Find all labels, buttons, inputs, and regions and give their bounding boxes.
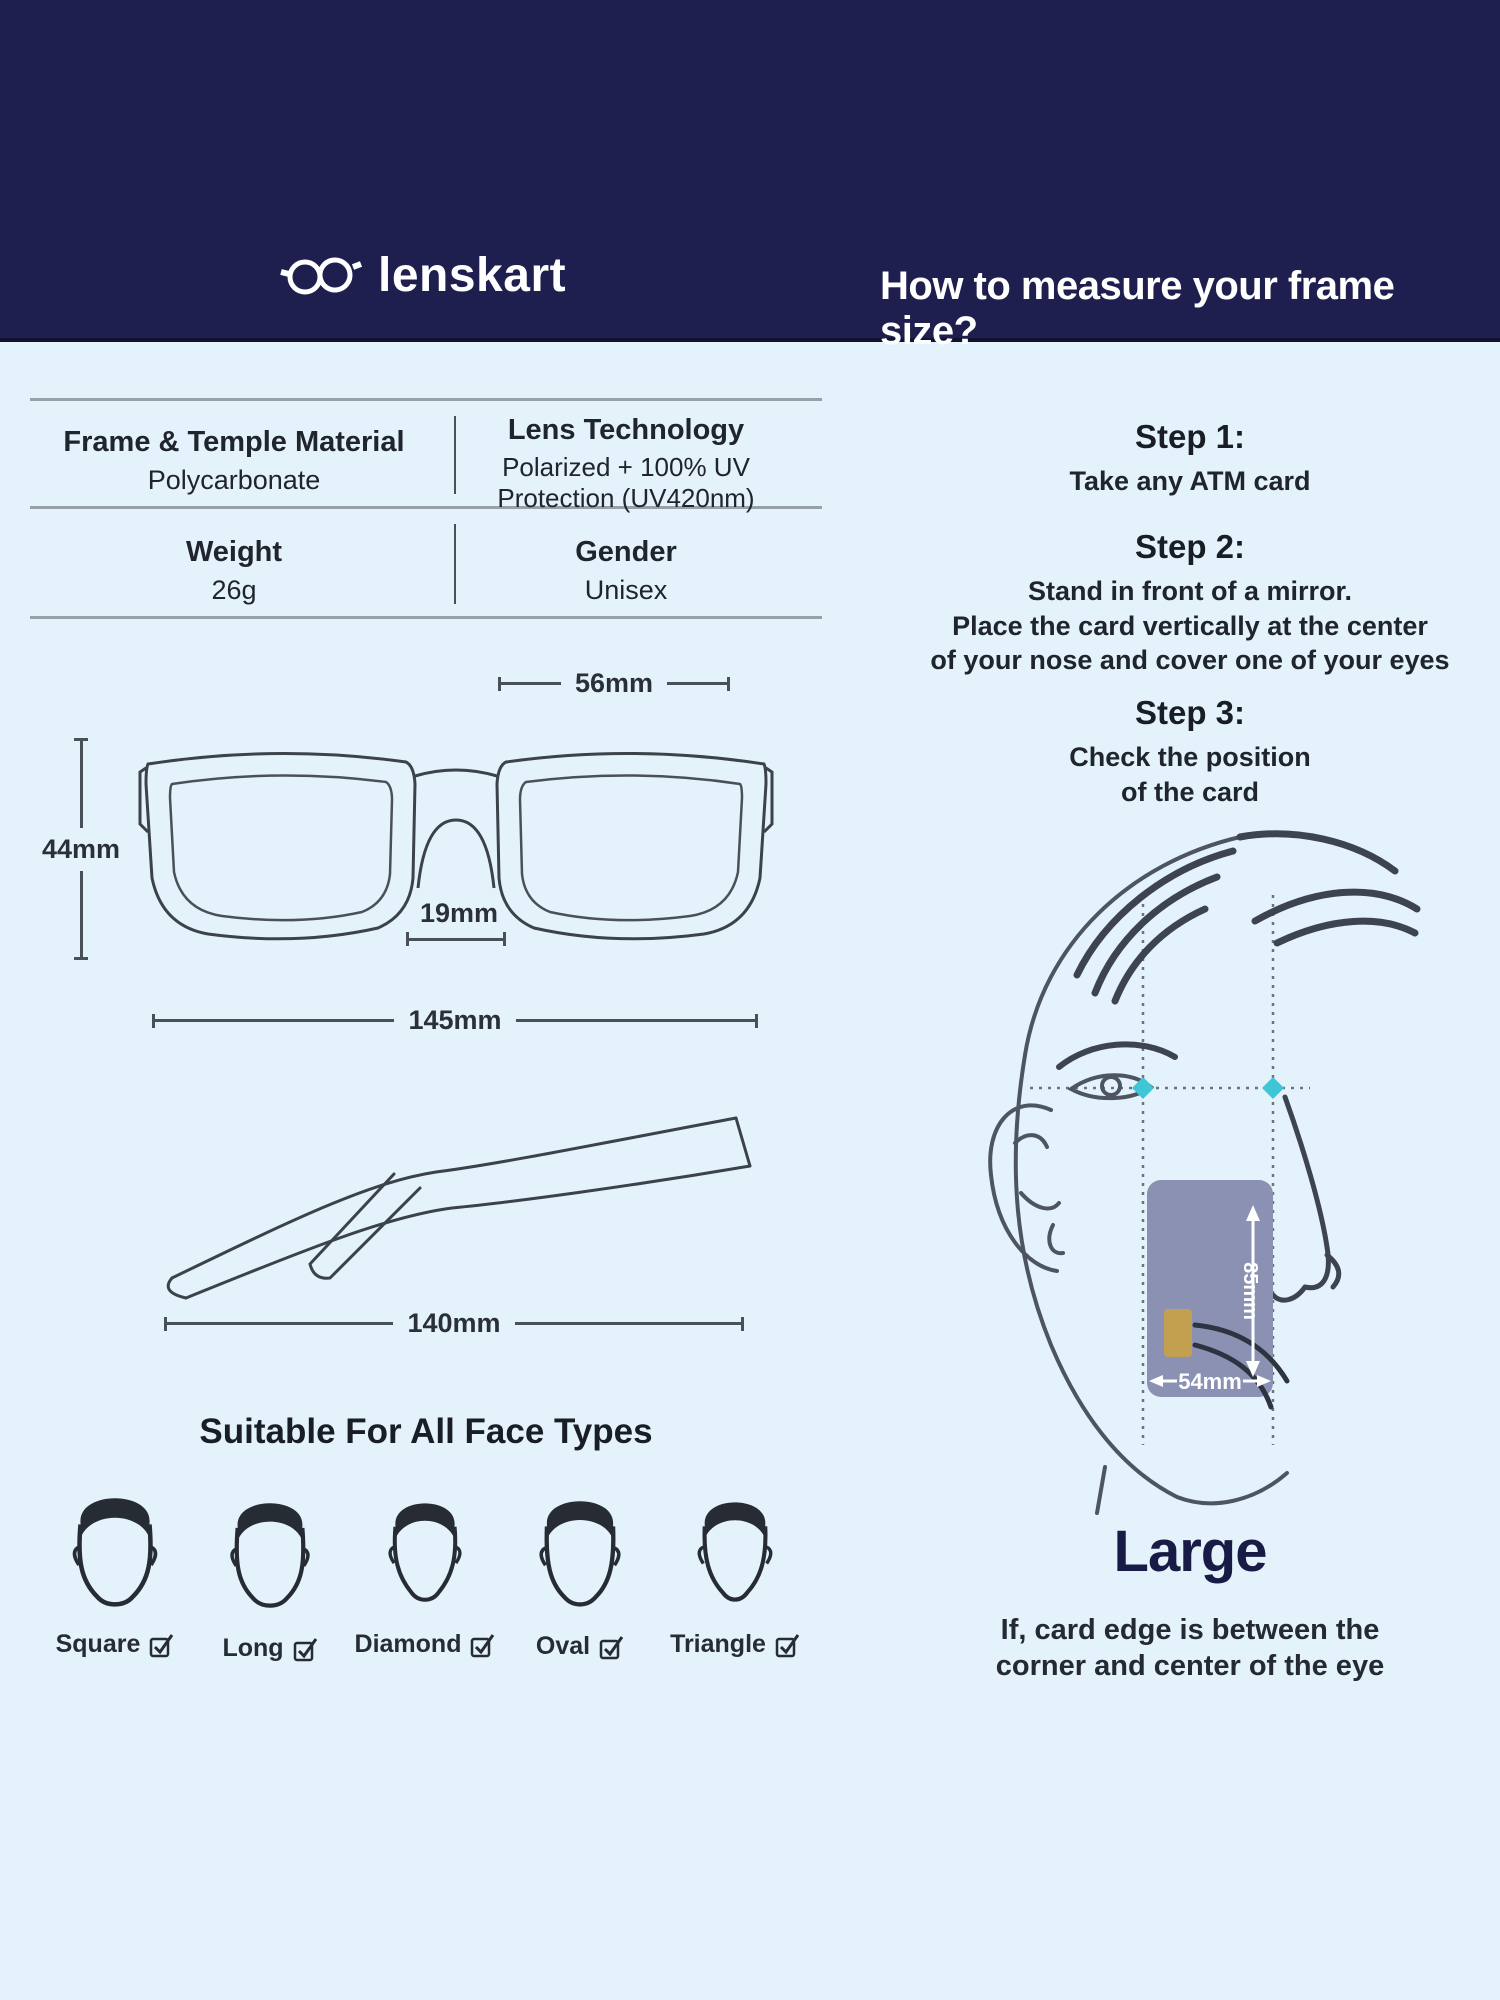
- spec-label: Frame & Temple Material: [63, 426, 405, 458]
- spec-label: Gender: [575, 536, 677, 568]
- checkbox-checked-icon: [293, 1637, 317, 1661]
- step2-title: Step 2:: [1134, 528, 1246, 565]
- lenskart-logo-icon: [280, 257, 363, 294]
- measuring-face-illustration: 85mm 54mm: [988, 830, 1421, 1515]
- face-type-long: Long: [195, 1478, 345, 1663]
- spec-table-border-bottom: [30, 616, 822, 619]
- spec-value: Polycarbonate: [147, 465, 321, 496]
- step2-text: Stand in front of a mirror. Place the ca…: [930, 576, 1450, 676]
- bridge-width-label: 19mm: [419, 898, 499, 928]
- brand: lenskart: [278, 248, 566, 303]
- face-type-diamond: Diamond: [350, 1478, 500, 1659]
- step1-title: Step 1:: [1134, 418, 1246, 455]
- glasses-front-diagram: [138, 751, 774, 941]
- atm-card: 85mm 54mm: [1147, 1180, 1290, 1410]
- checkbox-checked-icon: [471, 1633, 495, 1657]
- face-icon-triangle: [697, 1502, 773, 1602]
- header: lenskart How to measure your frame size?: [0, 0, 1500, 353]
- spec-gender: Gender Unisex: [428, 534, 824, 607]
- page-title: How to measure your frame size?: [880, 264, 1395, 353]
- frame-width-dimension: 145mm: [152, 1005, 759, 1036]
- spec-value: Unisex: [584, 575, 668, 606]
- step1-text: Take any ATM card: [1069, 466, 1311, 496]
- spec-lens-technology: Lens Technology Polarized + 100% UV Prot…: [428, 412, 824, 515]
- checkbox-checked-icon: [775, 1633, 800, 1657]
- face-icon-oval: [539, 1501, 621, 1607]
- card-height-label: 85mm: [1239, 1262, 1261, 1320]
- spec-table-border-top: [30, 398, 822, 401]
- frame-size-result: Large: [1113, 1519, 1268, 1584]
- lens-height-label: 44mm: [42, 833, 121, 864]
- face-type-label: Oval: [535, 1632, 591, 1660]
- temple-length-label: 140mm: [407, 1308, 501, 1338]
- face-icon-square: [72, 1498, 158, 1607]
- card-chip: [1164, 1309, 1192, 1357]
- spec-value: Polarized + 100% UV Protection (UV420nm): [497, 452, 755, 514]
- brand-name: lenskart: [378, 249, 567, 302]
- bridge-width-dimension: [406, 932, 506, 946]
- spec-value: 26g: [211, 575, 257, 606]
- spec-frame-material: Frame & Temple Material Polycarbonate: [36, 424, 432, 497]
- checkbox-checked-icon: [599, 1635, 624, 1659]
- face-type-label: Square: [55, 1630, 141, 1658]
- frame-size-description: If, card edge is between the corner and …: [995, 1614, 1385, 1683]
- checkbox-checked-icon: [150, 1633, 174, 1657]
- face-types-title: Suitable For All Face Types: [199, 1412, 653, 1451]
- face-type-oval: Oval: [505, 1478, 655, 1661]
- lens-height-dimension: 44mm: [42, 738, 120, 960]
- face-type-square: Square: [40, 1478, 190, 1659]
- spec-label: Lens Technology: [507, 414, 745, 446]
- step3-text: Check the position of the card: [1069, 742, 1311, 807]
- temple-arm-diagram: [166, 1116, 752, 1300]
- card-width-label: 54mm: [1178, 1369, 1242, 1394]
- temple-length-dimension: 140mm: [164, 1308, 745, 1339]
- spec-weight: Weight 26g: [36, 534, 432, 607]
- face-type-triangle: Triangle: [660, 1478, 810, 1659]
- eye-corner-markers: [1132, 1077, 1284, 1099]
- face-type-label: Long: [222, 1634, 284, 1662]
- spec-divider-row2: [454, 524, 456, 604]
- face-type-label: Diamond: [354, 1630, 462, 1658]
- spec-divider-row1: [454, 416, 456, 494]
- face-icon-diamond: [388, 1503, 462, 1602]
- frame-width-label: 145mm: [408, 1005, 502, 1035]
- spec-table-border-middle: [30, 506, 822, 509]
- spec-label: Weight: [185, 536, 283, 568]
- step3-title: Step 3:: [1134, 694, 1246, 731]
- face-type-label: Triangle: [670, 1630, 766, 1658]
- lens-width-dimension: 56mm: [498, 668, 731, 699]
- lens-width-label: 56mm: [574, 668, 654, 698]
- face-icon-long: [230, 1503, 310, 1608]
